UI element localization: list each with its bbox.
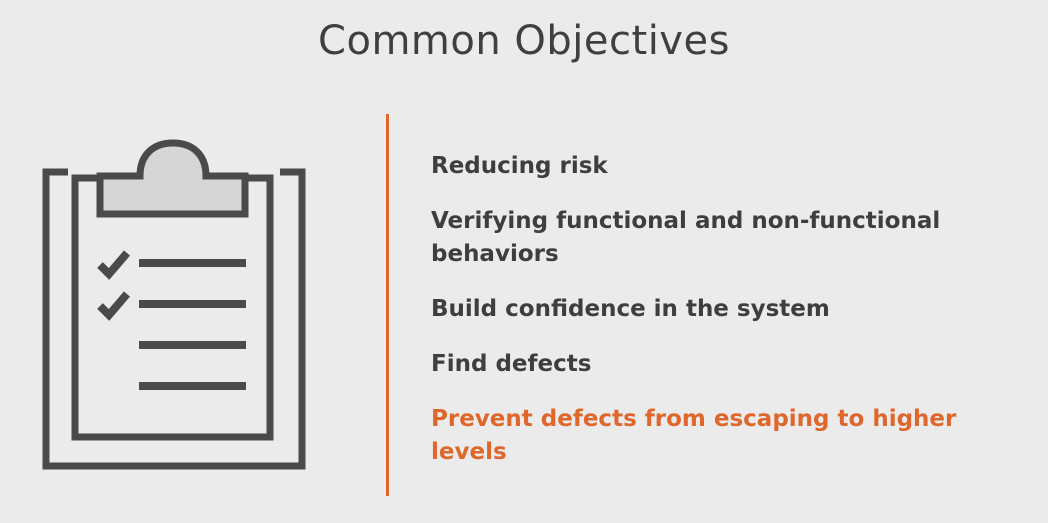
vertical-divider [386,114,389,496]
clipboard-board [42,168,306,470]
objective-item: Find defects [431,351,592,377]
objectives-list: Reducing risk Verifying functional and n… [431,150,1031,491]
objective-item-highlighted: Prevent defects from escaping to higher … [431,406,957,465]
clipboard-checklist-icon [42,139,306,470]
clipboard-page [71,174,274,441]
checkmark-icon [97,291,131,321]
objective-item: Verifying functional and non-functional … [431,208,941,267]
checkmark-icon [97,250,131,280]
objective-item: Build confidence in the system [431,296,830,322]
slide-title: Common Objectives [318,18,730,64]
clipboard-clip [96,139,249,218]
objective-item: Reducing risk [431,153,608,179]
